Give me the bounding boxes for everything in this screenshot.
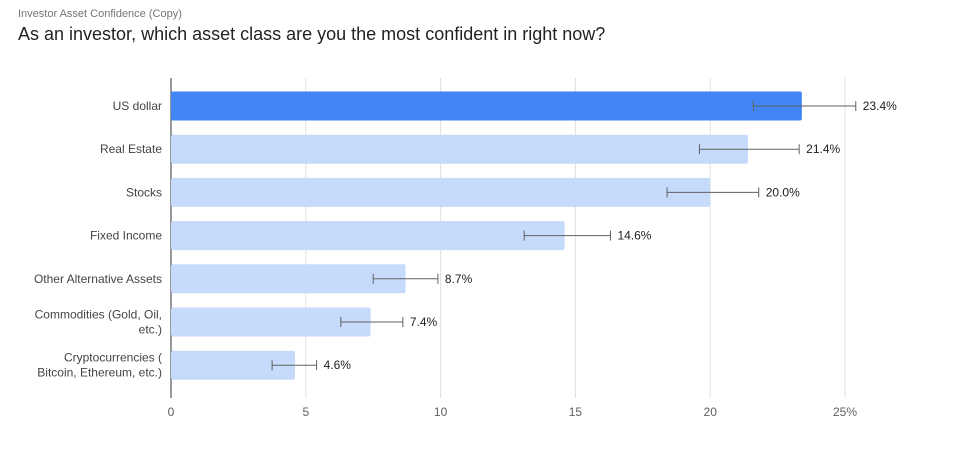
x-tick-label: 15 xyxy=(569,405,583,419)
category-label: Bitcoin, Ethereum, etc.) xyxy=(37,366,162,380)
bar xyxy=(171,350,296,380)
chart-title: As an investor, which asset class are yo… xyxy=(18,24,606,44)
data-label: 7.4% xyxy=(410,315,438,329)
x-tick-label: 10 xyxy=(434,405,448,419)
x-tick-label: 0 xyxy=(168,405,175,419)
category-label: Other Alternative Assets xyxy=(34,272,162,286)
category-label: Fixed Income xyxy=(90,229,162,243)
category-label: Commodities (Gold, Oil, xyxy=(35,308,162,322)
data-label: 14.6% xyxy=(617,229,651,243)
data-label: 23.4% xyxy=(863,99,897,113)
x-tick-label: 20 xyxy=(704,405,718,419)
bar xyxy=(171,177,711,207)
bar xyxy=(171,307,371,337)
bar xyxy=(171,264,406,294)
chart-subtitle: Investor Asset Confidence (Copy) xyxy=(18,8,182,20)
bar xyxy=(171,221,565,251)
data-label: 21.4% xyxy=(806,142,840,156)
bar xyxy=(171,91,802,121)
data-label: 20.0% xyxy=(766,185,800,199)
category-label: Real Estate xyxy=(100,142,162,156)
bar xyxy=(171,134,748,164)
category-label: etc.) xyxy=(139,323,162,337)
x-tick-label: 5 xyxy=(302,405,309,419)
category-label: Cryptocurrencies ( xyxy=(64,351,162,365)
data-label: 8.7% xyxy=(445,272,473,286)
x-tick-label: 25% xyxy=(833,405,857,419)
category-label: Stocks xyxy=(126,185,162,199)
category-label: US dollar xyxy=(113,99,162,113)
data-label: 4.6% xyxy=(324,358,352,372)
